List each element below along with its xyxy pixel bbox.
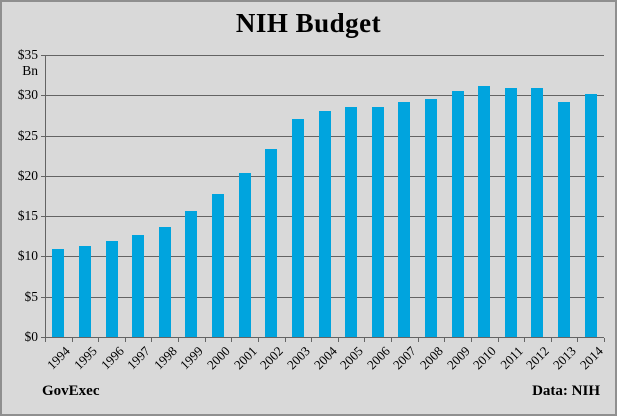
bar [132, 235, 144, 337]
gridline [41, 95, 604, 96]
bar [585, 94, 597, 337]
bar [185, 211, 197, 337]
y-axis-tick-label: $5 [24, 289, 39, 304]
y-axis-unit-label: Bn [22, 63, 38, 78]
x-axis-tick [524, 338, 525, 342]
bar [79, 246, 91, 337]
x-axis-tick [205, 338, 206, 342]
x-axis-tick [125, 338, 126, 342]
y-axis-tick-label: $20 [17, 168, 38, 183]
y-axis-tick-label: $30 [17, 87, 38, 102]
x-axis-tick [364, 338, 365, 342]
bar [106, 241, 118, 337]
chart-title: NIH Budget [235, 8, 382, 38]
bar [558, 102, 570, 337]
y-axis-line [45, 55, 46, 338]
x-axis-tick [45, 338, 46, 342]
x-axis-tick [577, 338, 578, 342]
source-credit-right: Data: NIH [532, 383, 600, 399]
bar [425, 99, 437, 337]
bar [372, 107, 384, 337]
x-axis-tick [418, 338, 419, 342]
bar [531, 88, 543, 337]
bar [478, 86, 490, 337]
bar [265, 149, 277, 337]
x-axis-tick [311, 338, 312, 342]
x-axis-tick [471, 338, 472, 342]
x-axis-tick [604, 338, 605, 342]
y-axis-tick-label: $0 [24, 329, 39, 344]
x-axis-tick [391, 338, 392, 342]
x-axis-tick [72, 338, 73, 342]
y-axis-tick-label: $35 [17, 47, 38, 62]
bar [159, 227, 171, 337]
bar [505, 88, 517, 337]
y-axis-tick-label: $10 [17, 248, 38, 263]
y-axis-tick-label: $15 [17, 208, 38, 223]
bar [319, 111, 331, 337]
x-axis-tick [551, 338, 552, 342]
x-axis-tick [98, 338, 99, 342]
x-axis-tick [258, 338, 259, 342]
bar [212, 194, 224, 337]
gridline [41, 337, 604, 338]
y-axis-tick-label: $25 [17, 128, 38, 143]
bar [52, 249, 64, 337]
bar [452, 91, 464, 337]
bar [292, 119, 304, 337]
x-axis-tick [231, 338, 232, 342]
source-credit-left: GovExec [42, 383, 100, 399]
x-axis-tick [498, 338, 499, 342]
x-axis-tick [444, 338, 445, 342]
gridline [41, 55, 604, 56]
bar [398, 102, 410, 337]
bar [239, 173, 251, 337]
x-axis-tick [178, 338, 179, 342]
x-axis-tick [338, 338, 339, 342]
x-axis-tick [151, 338, 152, 342]
bar [345, 107, 357, 337]
x-axis-tick [285, 338, 286, 342]
